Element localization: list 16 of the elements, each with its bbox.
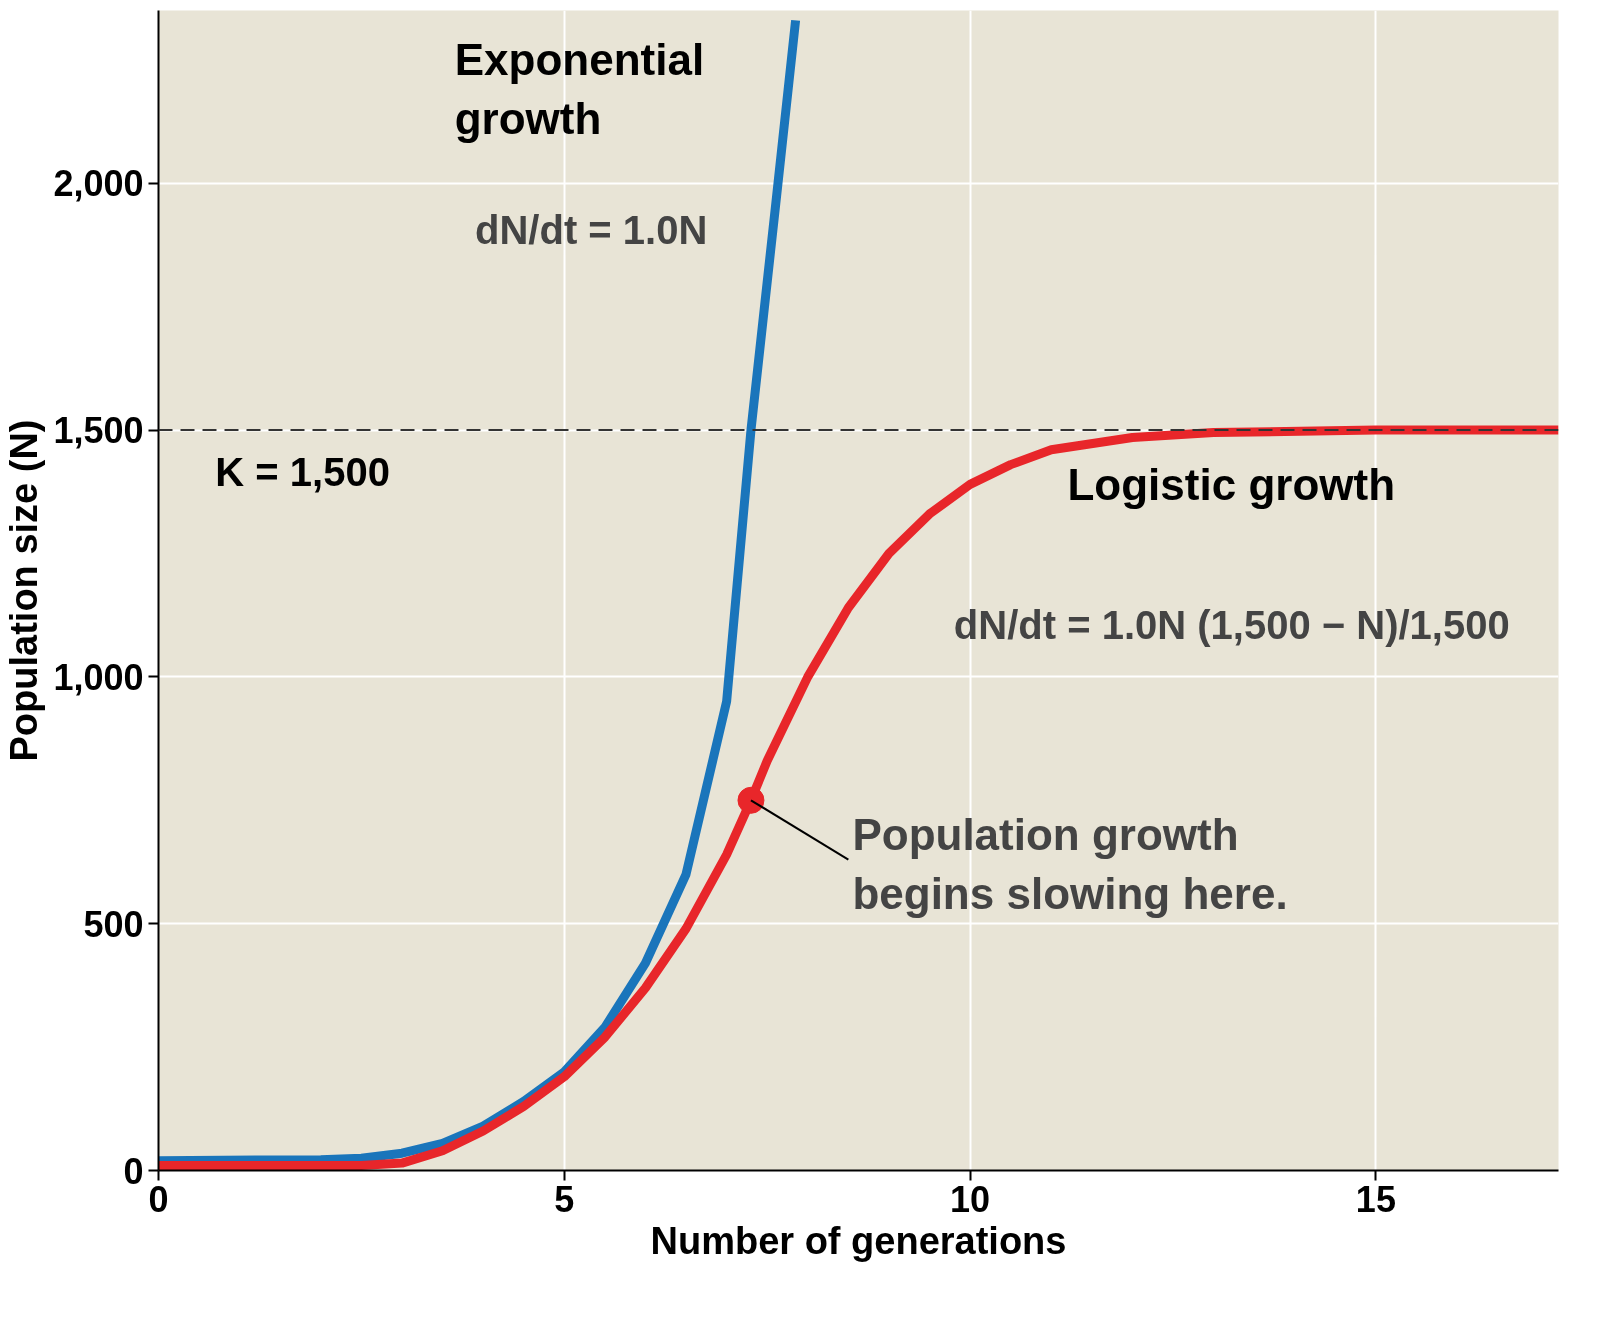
ref-line-label: K = 1,500 [215,450,390,495]
x-tick-label: 5 [554,1178,575,1220]
y-tick-label: 1,000 [53,656,144,698]
series-label: Exponential growth [454,35,705,143]
y-axis-title: Population size (N) [3,419,46,762]
series-label: Logistic growth [1067,459,1396,509]
x-tick-label: 10 [950,1178,991,1220]
y-tick-label: 500 [83,903,144,945]
y-tick-label: 1,500 [53,410,144,452]
y-tick-label: 0 [123,1150,144,1192]
annotation: Population growth begins slowing here. [852,810,1288,918]
annotation: dN/dt = 1.0N [475,207,708,252]
y-tick-label: 2,000 [53,163,144,205]
x-tick-label: 15 [1355,1178,1396,1220]
x-axis-title: Number of generations [650,1219,1067,1262]
annotation: dN/dt = 1.0N (1,500 − N)/1,500 [953,602,1510,647]
